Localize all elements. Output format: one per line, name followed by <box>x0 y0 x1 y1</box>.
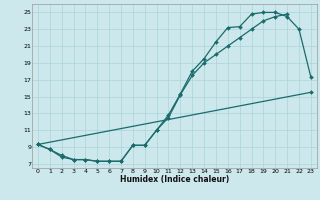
X-axis label: Humidex (Indice chaleur): Humidex (Indice chaleur) <box>120 175 229 184</box>
